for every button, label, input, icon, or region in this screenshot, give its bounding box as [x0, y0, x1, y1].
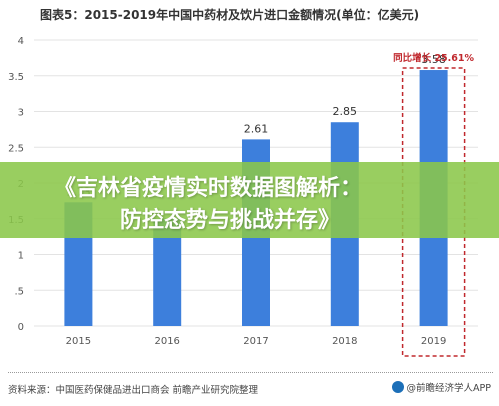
- brand-text: @前瞻经济学人APP: [406, 383, 491, 394]
- highlight-label: 同比增长 25.61%: [393, 52, 474, 64]
- x-tick-label: 2015: [66, 336, 91, 347]
- y-tick-label: 0: [18, 322, 24, 333]
- headline-line-1: 《吉林省疫情实时数据图解析：: [54, 176, 363, 201]
- x-tick-label: 2016: [154, 336, 179, 347]
- y-tick-label: 3: [18, 108, 24, 119]
- data-label: 2.61: [244, 122, 269, 135]
- data-label: 2.85: [333, 105, 358, 118]
- y-tick-label: 4: [18, 36, 24, 47]
- x-tick-label: 2018: [332, 336, 357, 347]
- brand-credit[interactable]: @前瞻经济学人APP: [391, 380, 491, 394]
- data-label: 3.58: [421, 53, 446, 66]
- headline-line-2: 防控态势与挑战并存》: [120, 208, 341, 233]
- y-tick-label: .5: [14, 286, 24, 297]
- brand-logo-icon: [391, 381, 404, 393]
- chart-title: 图表5：2015-2019年中国中药材及饮片进口金额情况(单位：亿美元): [40, 8, 420, 22]
- y-tick-label: 3.5: [8, 72, 24, 83]
- x-tick-label: 2017: [243, 336, 268, 347]
- y-tick-label: 2.5: [8, 143, 24, 154]
- headline-banner[interactable]: 《吉林省疫情实时数据图解析： 防控态势与挑战并存》: [0, 162, 499, 238]
- x-tick-label: 2019: [421, 336, 446, 347]
- footer-divider: [8, 372, 493, 373]
- y-tick-label: 1: [18, 251, 24, 262]
- source-note: 资料来源：中国医药保健品进出口商会 前瞻产业研究院整理: [8, 385, 259, 396]
